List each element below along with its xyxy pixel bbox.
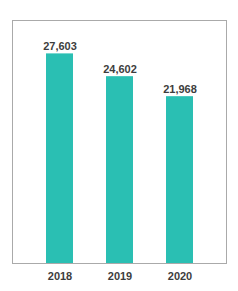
- svg-text:27,603: 27,603: [43, 40, 77, 52]
- svg-text:2018: 2018: [48, 270, 72, 282]
- svg-text:2019: 2019: [108, 270, 132, 282]
- svg-text:24,602: 24,602: [103, 63, 137, 75]
- svg-text:2020: 2020: [168, 270, 192, 282]
- svg-text:21,968: 21,968: [163, 83, 197, 95]
